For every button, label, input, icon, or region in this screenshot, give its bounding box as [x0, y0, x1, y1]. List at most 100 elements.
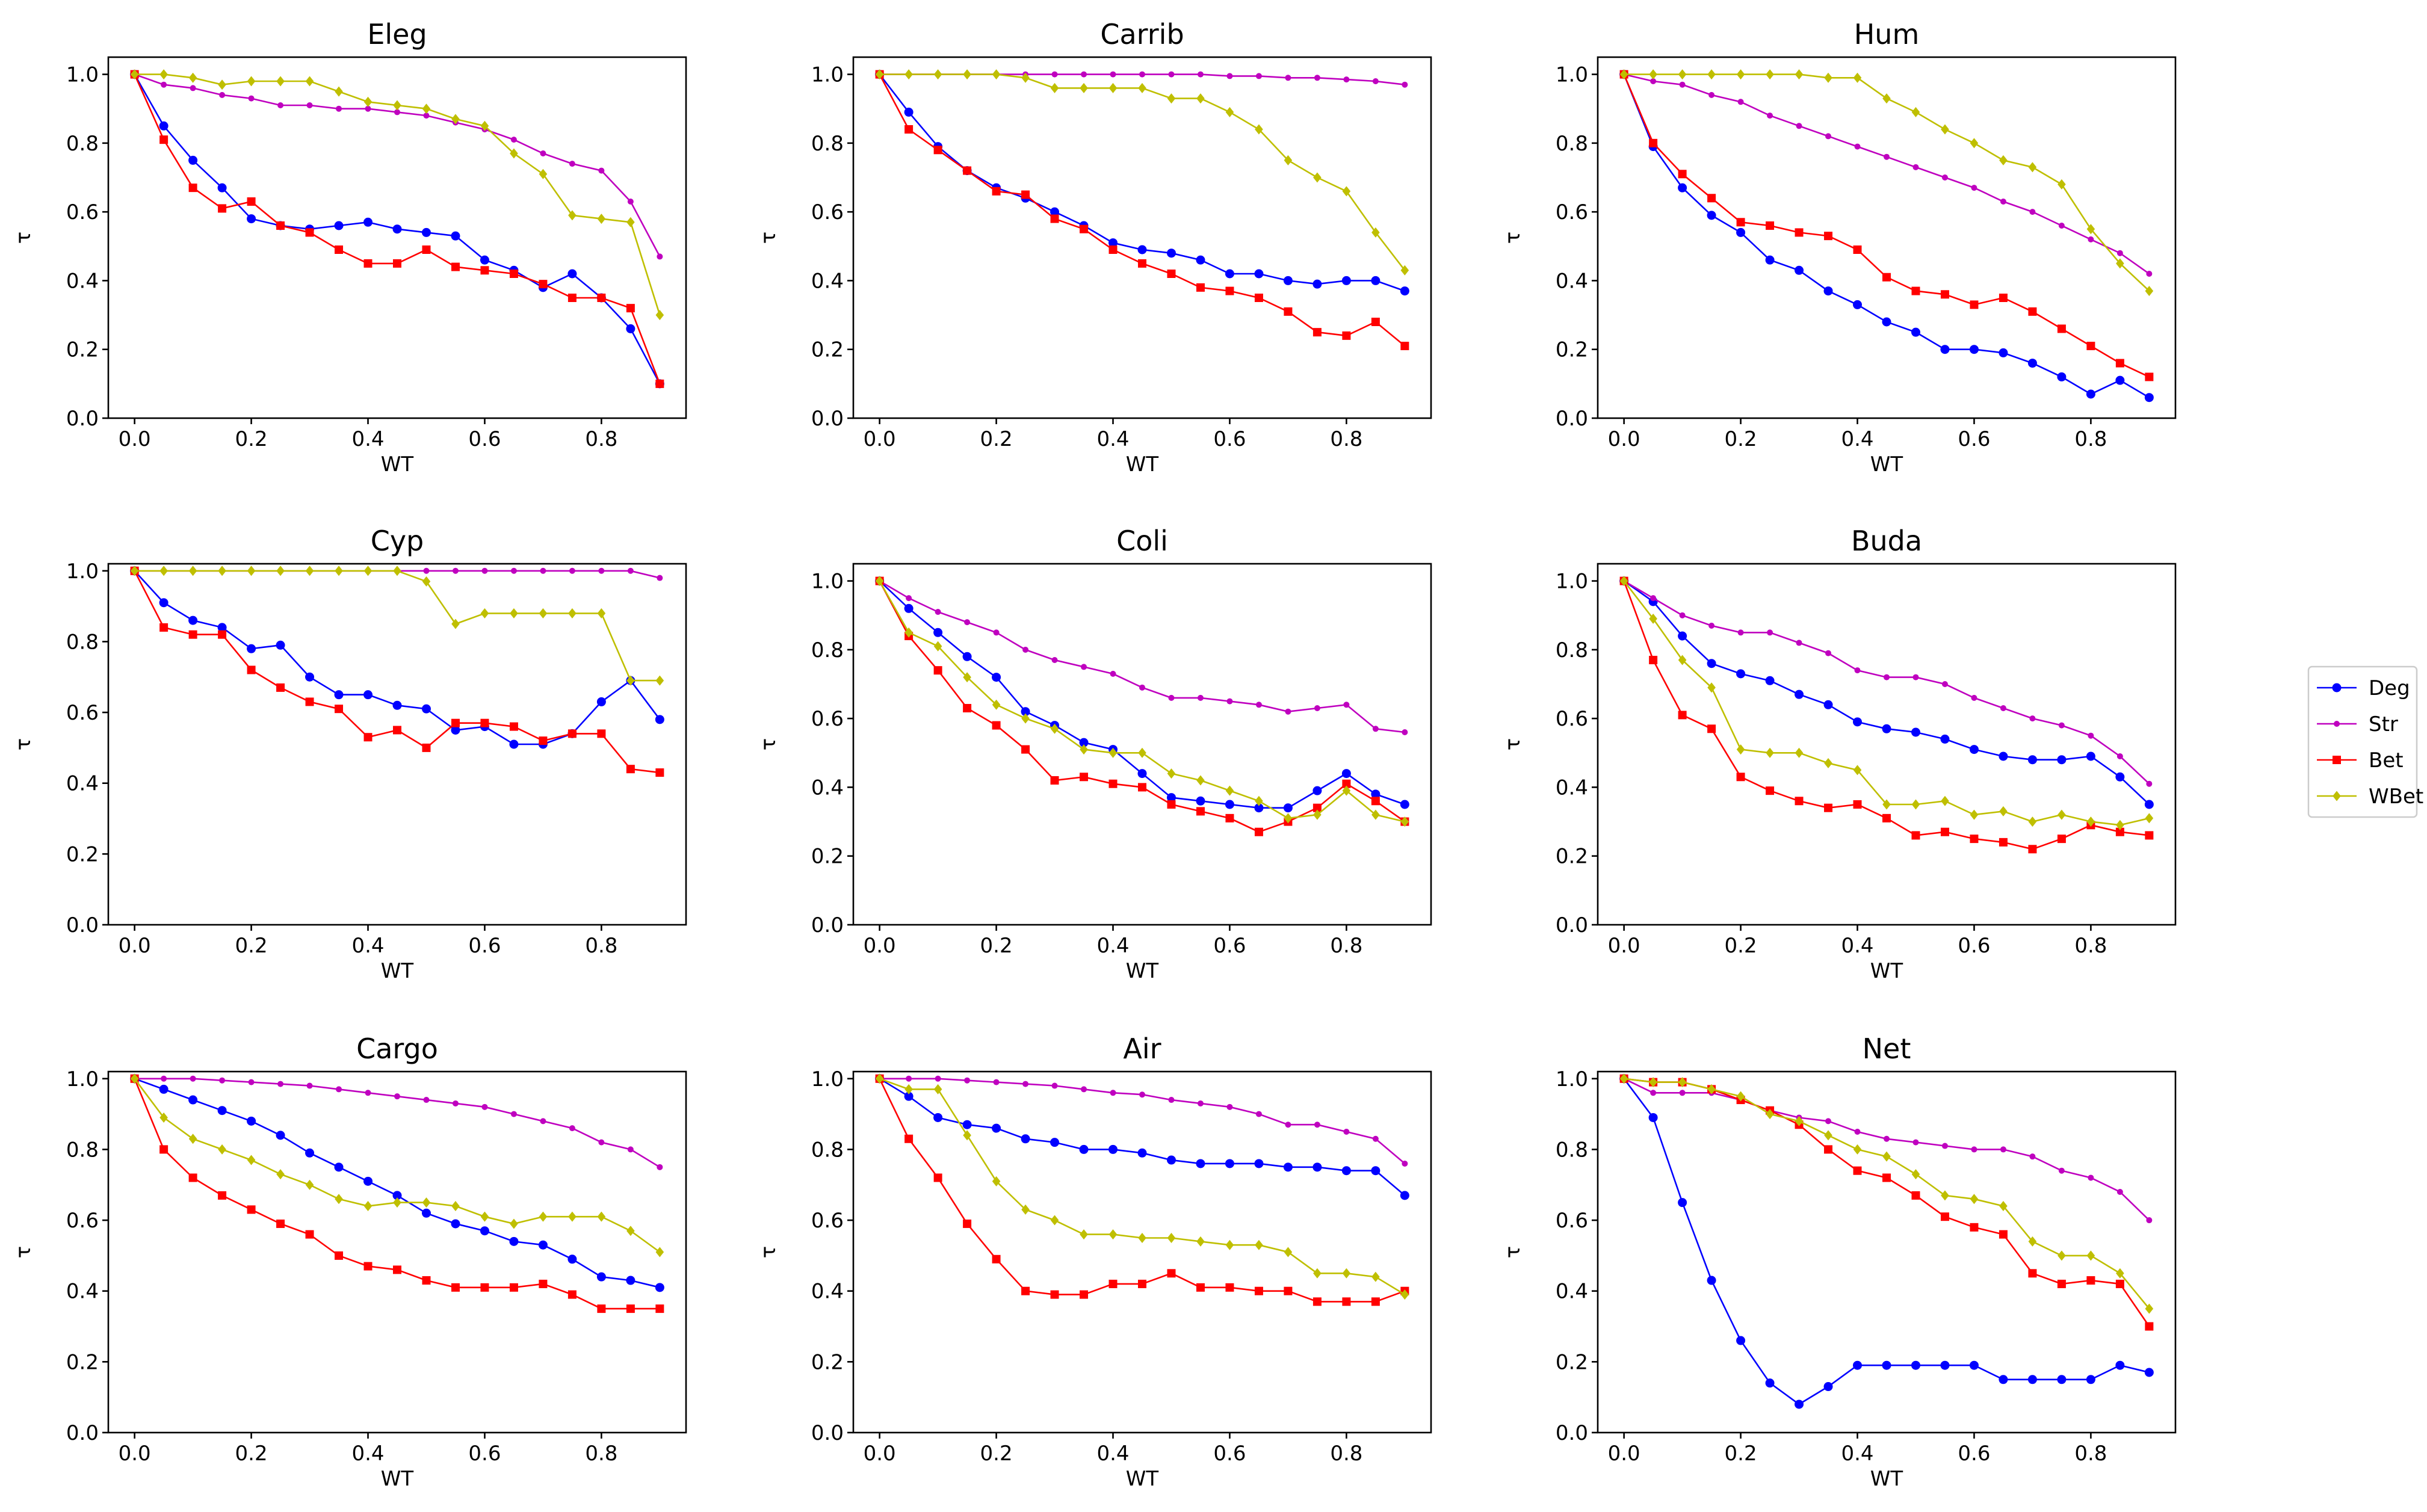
data-point-wbet-hum: [1911, 106, 1920, 117]
data-point-str-air: [1081, 1086, 1087, 1093]
data-point-str-coli: [1081, 664, 1087, 670]
data-point-bet-coli: [963, 704, 972, 712]
data-point-deg-cargo: [305, 1148, 315, 1158]
data-point-deg-air: [904, 1091, 914, 1101]
plot-title-hum: Hum: [1854, 18, 1920, 51]
y-axis-label-air: τ: [756, 1246, 781, 1258]
data-point-wbet-coli: [933, 641, 942, 652]
legend-entry-str: Str: [2317, 712, 2398, 736]
series-line-wbet-net: [1624, 1078, 2150, 1309]
data-point-str-net: [1854, 1129, 1861, 1135]
data-point-bet-hum: [1824, 232, 1833, 241]
data-point-str-coli: [1255, 702, 1262, 708]
data-point-wbet-air: [904, 1084, 913, 1094]
data-point-bet-buda: [2145, 831, 2154, 840]
data-point-wbet-hum: [1795, 69, 1804, 80]
data-point-bet-net: [2145, 1322, 2154, 1331]
data-point-wbet-air: [1167, 1232, 1176, 1243]
series-deg-cargo: [130, 1074, 664, 1292]
y-tick-label-eleg: 0.0: [66, 407, 99, 431]
data-point-bet-cargo: [655, 1304, 664, 1313]
data-point-str-net: [1825, 1118, 1832, 1125]
y-tick-label-cargo: 0.6: [66, 1209, 99, 1233]
data-point-bet-cyp: [422, 743, 431, 752]
series-line-str-coli: [879, 580, 1405, 733]
data-point-deg-coli: [904, 603, 914, 613]
data-point-wbet-carrib: [904, 69, 913, 80]
data-point-deg-net: [2057, 1375, 2067, 1384]
series-bet-carrib: [875, 70, 1409, 350]
y-tick-label-cyp: 0.6: [66, 701, 99, 725]
data-point-deg-air: [1137, 1148, 1147, 1158]
y-tick-label-air: 0.0: [811, 1421, 844, 1445]
legend-marker-wbet: [2333, 791, 2341, 801]
data-point-deg-net: [1678, 1198, 1687, 1208]
y-tick-label-net: 0.2: [1556, 1350, 1588, 1374]
data-point-bet-eleg: [422, 245, 431, 254]
data-point-wbet-hum: [2116, 258, 2124, 269]
subplot-buda: 0.0 0.2 0.4 0.6 0.8 0.0 0.2 0.4 0.6 0.8 1.0 Buda WT τ: [1501, 525, 2177, 983]
data-point-bet-cyp: [276, 683, 285, 692]
legend-marker-deg: [2332, 683, 2342, 693]
data-point-wbet-hum: [2058, 179, 2066, 190]
y-axis-label-cyp: τ: [11, 738, 36, 750]
data-point-deg-net: [2086, 1375, 2095, 1384]
data-point-wbet-carrib: [1342, 186, 1351, 197]
data-point-wbet-air: [1225, 1239, 1234, 1250]
data-point-bet-carrib: [1254, 294, 1263, 302]
data-point-bet-eleg: [188, 184, 197, 193]
data-point-wbet-eleg: [159, 69, 168, 80]
x-axis-label-air: WT: [1126, 1467, 1159, 1491]
data-point-str-cargo: [219, 1077, 226, 1084]
data-point-bet-buda: [2028, 845, 2037, 854]
data-point-bet-eleg: [597, 294, 606, 302]
data-point-wbet-cyp: [276, 566, 285, 576]
data-point-wbet-coli: [1400, 816, 1409, 827]
data-point-str-hum: [1912, 164, 1919, 170]
data-point-str-eleg: [219, 91, 226, 98]
series-bet-cyp: [130, 566, 664, 777]
data-point-str-buda: [1971, 694, 1977, 701]
data-point-str-coli: [1314, 705, 1320, 711]
data-point-bet-buda: [1853, 800, 1862, 809]
data-point-bet-eleg: [393, 259, 401, 268]
data-point-str-coli: [935, 609, 941, 615]
data-point-str-carrib: [1402, 81, 1408, 88]
legend-label-str: Str: [2369, 712, 2398, 736]
data-point-wbet-net: [1649, 1077, 1657, 1088]
data-point-wbet-net: [1970, 1194, 1979, 1205]
data-point-bet-hum: [1795, 228, 1804, 237]
data-point-wbet-cargo: [480, 1211, 489, 1222]
series-str-buda: [1621, 578, 2153, 787]
data-point-bet-coli: [1312, 803, 1322, 812]
data-point-deg-cyp: [451, 725, 460, 735]
data-point-deg-cargo: [247, 1116, 256, 1126]
data-point-deg-coli: [1196, 796, 1205, 806]
data-point-wbet-carrib: [933, 69, 942, 80]
data-point-str-hum: [1650, 78, 1657, 84]
data-point-deg-air: [1341, 1166, 1351, 1176]
plot-frame-cargo: [107, 1070, 687, 1434]
data-point-str-air: [1197, 1100, 1204, 1106]
data-point-bet-air: [1342, 1297, 1351, 1306]
data-point-deg-cargo: [538, 1240, 548, 1250]
data-point-bet-carrib: [1225, 286, 1234, 295]
data-point-str-net: [2146, 1217, 2153, 1224]
data-point-str-cargo: [306, 1082, 313, 1089]
data-point-bet-cargo: [335, 1251, 344, 1260]
data-point-bet-cyp: [159, 623, 168, 632]
data-point-wbet-cyp: [422, 576, 431, 587]
series-wbet-hum: [1619, 69, 2154, 297]
data-point-wbet-hum: [1882, 93, 1891, 104]
data-point-deg-eleg: [217, 183, 227, 193]
series-deg-air: [875, 1074, 1409, 1200]
data-point-deg-hum: [1911, 327, 1920, 337]
subplot-net: 0.0 0.2 0.4 0.6 0.8 0.0 0.2 0.4 0.6 0.8 1.0 Net WT τ: [1501, 1032, 2177, 1491]
data-point-wbet-cargo: [655, 1247, 664, 1257]
data-point-wbet-coli: [1284, 813, 1293, 824]
x-tick-label-eleg: 0.0: [119, 427, 151, 451]
data-point-str-air: [1168, 1097, 1175, 1103]
data-point-str-cyp: [540, 567, 546, 574]
data-point-str-eleg: [540, 150, 546, 156]
data-point-bet-net: [1911, 1191, 1920, 1200]
